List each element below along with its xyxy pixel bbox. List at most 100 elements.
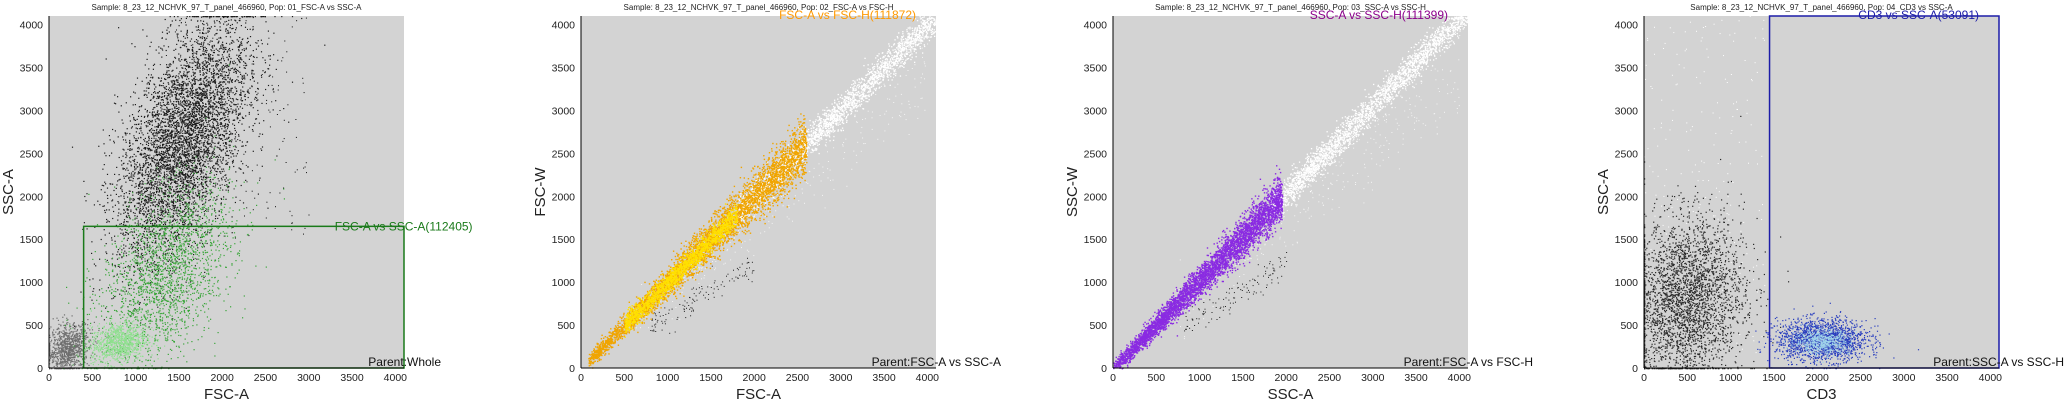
x-tick-label: 4000 — [916, 372, 940, 384]
x-tick-label: 2500 — [254, 372, 278, 384]
y-tick-label: 2500 — [20, 148, 44, 160]
x-axis-label: CD3 — [1806, 386, 1836, 403]
y-tick-label: 1000 — [1615, 277, 1639, 289]
x-tick-label: 1000 — [124, 372, 148, 384]
x-tick-label: 3000 — [297, 372, 321, 384]
y-tick-label: 1500 — [1084, 234, 1108, 246]
x-tick-label: 1000 — [1719, 372, 1743, 384]
sample-title: Sample: 8_23_12_NCHVK_97_T_panel_466960,… — [1690, 3, 1953, 12]
plot-background — [1644, 16, 1999, 368]
x-tick-label: 2000 — [1805, 372, 1829, 384]
parent-label: Parent:SSC-A vs SSC-H — [1933, 355, 2064, 369]
x-axis-label: FSC-A — [736, 386, 781, 403]
x-tick-label: 2000 — [742, 372, 766, 384]
scatter-panel-2: 0 500 1000 1500 2000 2500 3000 3500 4000 0 500 1000… — [532, 3, 1001, 403]
y-axis-label: SSC-A — [0, 169, 17, 215]
gate-label: FSC-A vs SSC-A(112405) — [335, 219, 473, 233]
y-tick-label: 2000 — [552, 191, 576, 203]
y-axis-label: SSC-W — [1064, 166, 1081, 217]
x-axis-label: FSC-A — [204, 386, 249, 403]
y-tick-label: 2000 — [1615, 191, 1639, 203]
y-tick-label: 3000 — [1084, 105, 1108, 117]
y-tick-label: 1000 — [552, 277, 576, 289]
x-tick-label: 1500 — [167, 372, 191, 384]
x-axis-label: SSC-A — [1268, 386, 1314, 403]
y-tick-label: 1000 — [20, 277, 44, 289]
x-tick-label: 500 — [616, 372, 634, 384]
x-tick-label: 1000 — [656, 372, 680, 384]
y-tick-label: 1500 — [20, 234, 44, 246]
x-tick-label: 4000 — [384, 372, 408, 384]
y-tick-label: 2000 — [1084, 191, 1108, 203]
event-points — [588, 16, 938, 369]
y-tick-label: 4000 — [1615, 20, 1639, 32]
y-tick-label: 3500 — [1084, 63, 1108, 75]
scatter-panel-1: 0 500 1000 1500 2000 2500 3000 3500 4000 0 500 1000… — [0, 3, 473, 403]
y-tick-label: 1500 — [1615, 234, 1639, 246]
y-tick-label: 0 — [1101, 363, 1107, 375]
y-tick-label: 500 — [1089, 320, 1107, 332]
gate-label: SSC-A vs SSC-H(111399) — [1310, 8, 1448, 22]
x-tick-label: 500 — [1148, 372, 1166, 384]
plot-background — [49, 16, 404, 368]
x-tick-label: 0 — [1641, 372, 1647, 384]
x-tick-label: 4000 — [1448, 372, 1472, 384]
sample-title: Sample: 8_23_12_NCHVK_97_T_panel_466960,… — [92, 3, 363, 12]
x-tick-label: 0 — [578, 372, 584, 384]
y-tick-label: 500 — [25, 320, 43, 332]
event-points — [1644, 16, 1920, 370]
y-tick-label: 1500 — [552, 234, 576, 246]
y-tick-label: 1000 — [1084, 277, 1108, 289]
sample-title: Sample: 8_23_12_NCHVK_97_T_panel_466960,… — [1155, 3, 1426, 12]
x-tick-label: 3500 — [1404, 372, 1428, 384]
y-tick-label: 0 — [569, 363, 575, 375]
gate-label: CD3 vs SSC-A(53091) — [1858, 8, 1979, 22]
x-tick-label: 500 — [1679, 372, 1697, 384]
x-tick-label: 3000 — [1361, 372, 1385, 384]
x-tick-label: 1000 — [1188, 372, 1212, 384]
sample-title: Sample: 8_23_12_NCHVK_97_T_panel_466960,… — [624, 3, 894, 12]
y-tick-label: 4000 — [1084, 20, 1108, 32]
x-tick-label: 1500 — [1231, 372, 1255, 384]
y-tick-label: 3500 — [1615, 63, 1639, 75]
y-tick-label: 500 — [1620, 320, 1638, 332]
event-points — [49, 16, 326, 370]
y-axis-label: SSC-A — [1595, 169, 1612, 215]
x-tick-label: 0 — [46, 372, 52, 384]
y-tick-label: 2500 — [1084, 148, 1108, 160]
x-tick-label: 2500 — [1849, 372, 1873, 384]
y-tick-label: 4000 — [552, 20, 576, 32]
x-tick-label: 2000 — [1274, 372, 1298, 384]
y-tick-label: 2500 — [1615, 148, 1639, 160]
x-tick-label: 3500 — [1935, 372, 1959, 384]
x-tick-label: 2500 — [786, 372, 810, 384]
x-tick-label: 1500 — [699, 372, 723, 384]
y-tick-label: 500 — [557, 320, 575, 332]
y-tick-label: 3500 — [20, 63, 44, 75]
x-tick-label: 4000 — [1979, 372, 2003, 384]
y-tick-label: 2000 — [20, 191, 44, 203]
x-tick-label: 3000 — [829, 372, 853, 384]
x-tick-label: 3000 — [1892, 372, 1916, 384]
y-axis-label: FSC-W — [532, 167, 549, 217]
y-tick-label: 0 — [1632, 363, 1638, 375]
parent-label: Parent:FSC-A vs SSC-A — [872, 355, 1001, 369]
x-tick-label: 3500 — [340, 372, 364, 384]
x-tick-label: 2500 — [1318, 372, 1342, 384]
x-tick-label: 3500 — [872, 372, 896, 384]
y-tick-label: 3000 — [1615, 105, 1639, 117]
event-points — [1113, 16, 1470, 370]
parent-label: Parent:Whole — [368, 355, 441, 369]
y-tick-label: 3000 — [552, 105, 576, 117]
parent-label: Parent:FSC-A vs FSC-H — [1404, 355, 1533, 369]
y-tick-label: 2500 — [552, 148, 576, 160]
y-tick-label: 3000 — [20, 105, 44, 117]
y-tick-label: 3500 — [552, 63, 576, 75]
scatter-panel-3: 0 500 1000 1500 2000 2500 3000 3500 4000 0 500 1000… — [1064, 3, 1533, 403]
x-tick-label: 0 — [1110, 372, 1116, 384]
x-tick-label: 1500 — [1762, 372, 1786, 384]
gate-label: FSC-A vs FSC-H(111872) — [779, 8, 916, 22]
scatter-panel-4: 0 500 1000 1500 2000 2500 3000 3500 4000 0 500 1000… — [1595, 3, 2064, 403]
y-tick-label: 0 — [37, 363, 43, 375]
